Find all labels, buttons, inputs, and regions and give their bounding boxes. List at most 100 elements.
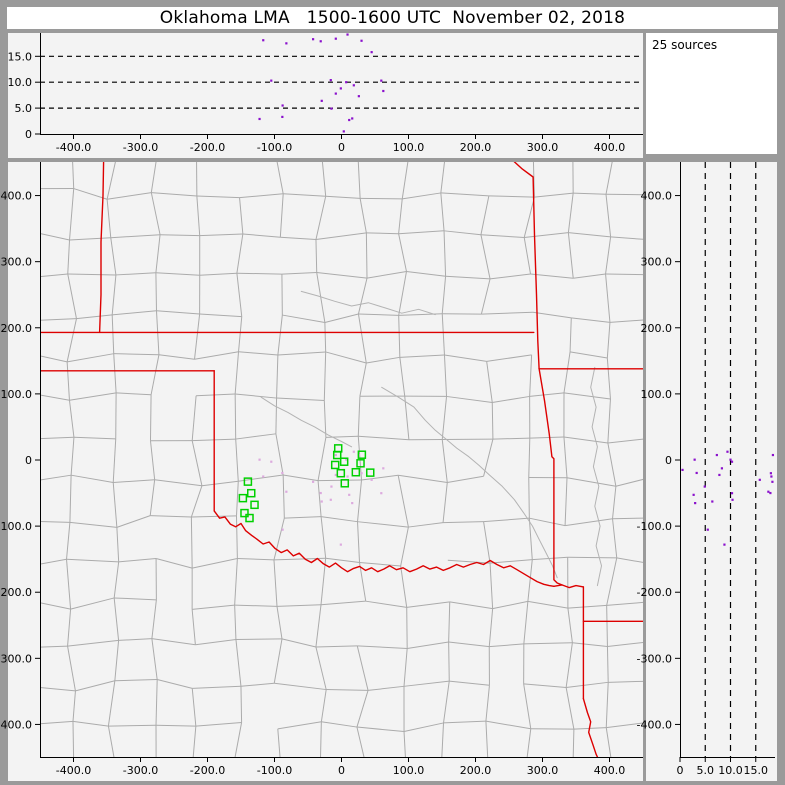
plan-view-map-panel: -400.0 -300.0 -200.0 -100.0 0 100.0 200.0 300.0…	[0, 162, 643, 781]
y-tick-label: 15.0	[8, 50, 33, 63]
y-tick-label: 0	[25, 128, 32, 141]
station-marker	[339, 457, 349, 466]
y-tick-label: 100.0	[641, 388, 673, 401]
source-point	[692, 493, 695, 496]
source-point	[706, 528, 709, 531]
source-point	[346, 475, 349, 478]
x-tick-label: -400.0	[56, 764, 91, 777]
window-title: Oklahoma LMA 1500-1600 UTC November 02, …	[7, 7, 778, 29]
source-point	[352, 84, 355, 87]
source-count-box: 25 sources	[646, 33, 777, 154]
source-point	[730, 460, 734, 463]
source-point	[311, 38, 315, 41]
x-tick-label: -100.0	[257, 141, 292, 154]
source-point	[281, 104, 284, 107]
source-point	[351, 117, 354, 120]
source-point	[281, 471, 284, 475]
station-markers	[238, 444, 375, 523]
altitude-vs-northsouth-plot[interactable]: 0 5.0 10.0 15.0 400.0 300.0 200.0 100.0 0 -100.0 -…	[637, 162, 778, 781]
source-point	[769, 472, 772, 475]
x-tick-label: 100.0	[393, 764, 425, 777]
x-tick-label: 0	[338, 141, 345, 154]
x-tick-label: 15.0	[744, 764, 769, 777]
source-point	[281, 528, 284, 531]
river-eastern-river	[590, 366, 602, 587]
source-point	[357, 95, 360, 98]
x-tick-label: 0	[677, 764, 684, 777]
source-point	[339, 543, 342, 546]
source-point	[329, 79, 332, 82]
station-marker	[240, 508, 249, 518]
x-tick-label: -200.0	[190, 141, 225, 154]
y-tick-label: -200.0	[0, 586, 32, 599]
source-point	[348, 118, 351, 122]
y-tick-label: 200.0	[641, 322, 673, 335]
y-tick-label: 100.0	[1, 388, 33, 401]
source-point	[726, 450, 729, 453]
source-point	[771, 480, 774, 483]
x-tick-label: 200.0	[460, 141, 492, 154]
county-lines	[40, 162, 643, 757]
station-marker	[357, 450, 367, 459]
source-point	[348, 493, 351, 496]
map-plot-area	[40, 162, 643, 757]
source-point	[330, 107, 333, 110]
source-point	[285, 42, 288, 45]
station-marker	[243, 477, 253, 486]
river-lines	[260, 290, 602, 587]
altitude-vs-northsouth-panel: 0 5.0 10.0 15.0 400.0 300.0 200.0 100.0 0 -100.0 -…	[637, 162, 778, 781]
source-points-alt-ew	[258, 33, 385, 133]
source-point	[270, 79, 273, 82]
x-tick-label: 400.0	[594, 764, 626, 777]
plan-view-map-plot[interactable]: -400.0 -300.0 -200.0 -100.0 0 100.0 200.0 300.0…	[0, 162, 643, 781]
source-point	[319, 491, 322, 495]
y-tick-label: 10.0	[8, 76, 33, 89]
source-point	[319, 40, 322, 43]
station-marker	[330, 460, 340, 470]
source-points-alt-ns	[681, 450, 778, 546]
y-tick-label: -400.0	[637, 718, 672, 731]
source-point	[693, 458, 696, 461]
altitude-vs-eastwest-plot[interactable]: -400.0 -300.0 -200.0 -100.0 0 100.0 200.0 300.0…	[8, 33, 643, 158]
station-marker	[332, 450, 342, 460]
river-cimarron-river	[260, 396, 353, 448]
y-tick-label: 400.0	[1, 190, 33, 203]
source-point	[723, 543, 726, 546]
border-oklahoma-arkansas	[538, 368, 563, 586]
source-point	[262, 39, 265, 42]
source-point	[270, 460, 273, 463]
source-point	[370, 478, 373, 481]
station-marker	[238, 493, 248, 503]
source-point	[334, 92, 337, 95]
source-point	[380, 492, 383, 495]
source-point	[382, 467, 385, 470]
altitude-vs-eastwest-panel: -400.0 -300.0 -200.0 -100.0 0 100.0 200.0 300.0…	[8, 33, 643, 158]
source-point	[330, 485, 333, 488]
y-tick-label: -100.0	[0, 520, 32, 533]
source-point	[382, 89, 385, 93]
y-tick-label: -300.0	[0, 652, 32, 665]
source-point	[334, 37, 337, 40]
y-tick-label: 300.0	[1, 256, 33, 269]
source-point	[776, 475, 778, 477]
source-point	[694, 502, 697, 505]
source-point	[345, 458, 348, 461]
x-tick-label: 300.0	[527, 141, 559, 154]
y-tick-label: 5.0	[15, 102, 33, 115]
station-marker	[365, 468, 375, 477]
station-marker	[250, 500, 259, 510]
source-point	[695, 471, 698, 475]
source-point	[258, 117, 261, 121]
source-point	[346, 33, 349, 36]
border-red-river-south	[582, 698, 599, 757]
source-point	[320, 500, 323, 503]
source-point	[370, 51, 373, 54]
source-point	[770, 475, 773, 478]
source-point	[771, 453, 775, 457]
station-marker	[356, 459, 365, 468]
source-point	[339, 87, 342, 90]
x-tick-label: 300.0	[527, 764, 559, 777]
x-tick-label: 10.0	[718, 764, 743, 777]
y-tick-label: 0	[25, 454, 32, 467]
border-red-river-ok-tx	[213, 510, 555, 587]
